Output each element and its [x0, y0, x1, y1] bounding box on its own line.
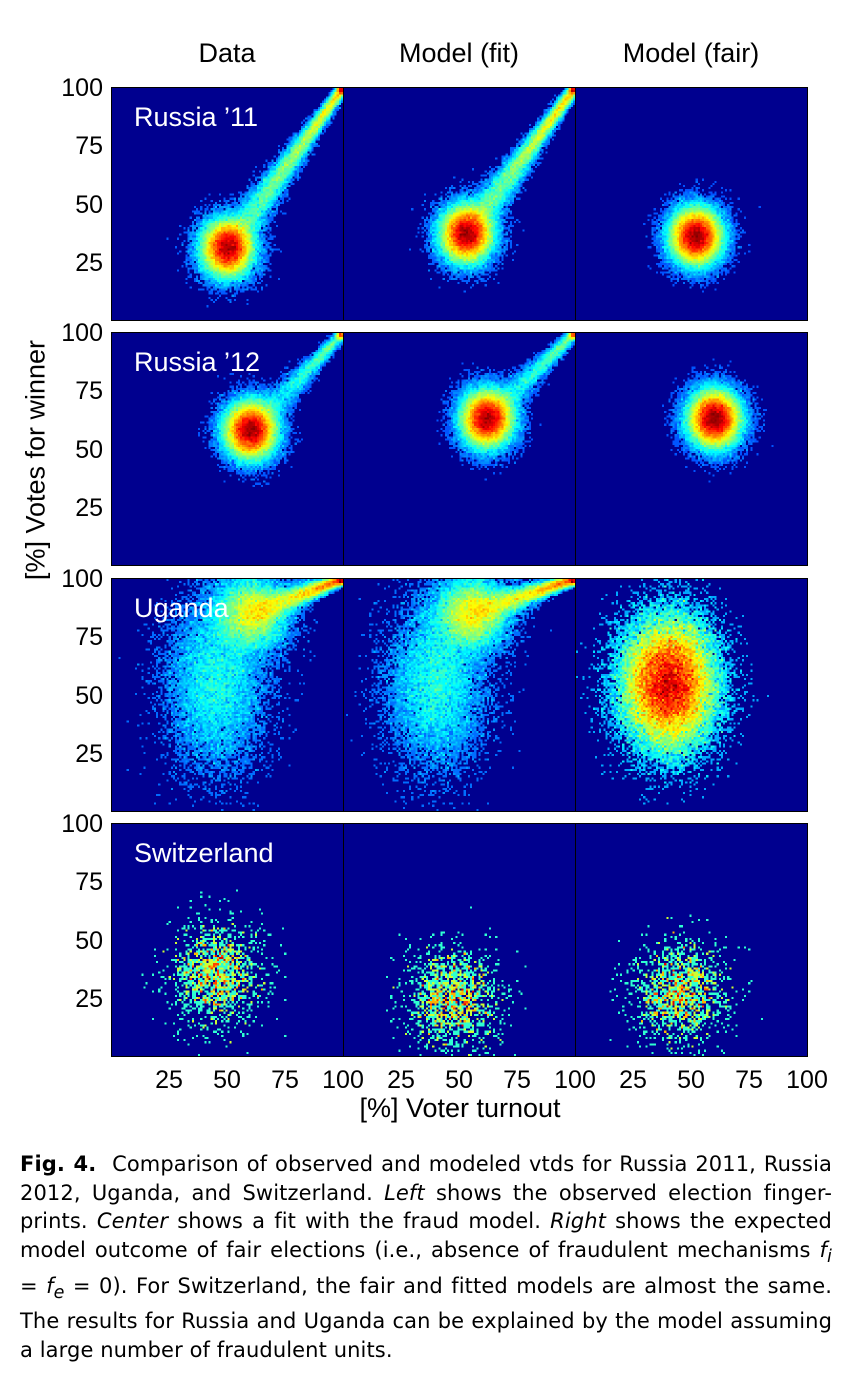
heatmap-panel: [343, 87, 576, 321]
country-label: Russia ’11: [134, 102, 259, 132]
y-tick-label: 75: [75, 623, 103, 652]
caption-eq: =: [20, 1273, 47, 1298]
y-tick-label: 50: [75, 681, 103, 710]
caption-text-5: = 0). For Switzerland, the fair and fitt…: [20, 1273, 832, 1362]
caption-fe: f: [46, 1273, 54, 1298]
column-title-1: Data: [198, 38, 256, 68]
figure: Data Model (fit) Model (fair) 100 75 50 25 100…: [20, 38, 828, 1123]
heatmap-panel: [575, 332, 808, 566]
x-tick-label: 75: [503, 1066, 531, 1094]
y-tick-label: 100: [61, 74, 103, 102]
y-tick-label: 50: [75, 926, 103, 955]
country-label: Uganda: [134, 593, 229, 623]
heatmap-density-mark: [112, 333, 343, 565]
caption-fi-sub: i: [827, 1246, 832, 1267]
heatmap-density-mark: [344, 579, 575, 811]
column-title-2: Model (fit): [398, 38, 520, 68]
x-tick-label: 100: [322, 1066, 364, 1094]
caption-fe-sub: e: [53, 1282, 65, 1303]
heatmap-panel: Switzerland: [111, 823, 344, 1057]
heatmap-panel: [343, 332, 576, 566]
x-tick-label: 50: [677, 1066, 705, 1094]
heatmap-panel: [575, 823, 808, 1057]
caption-label: Fig. 4.: [20, 1152, 97, 1176]
y-tick-label: 25: [75, 739, 103, 768]
heatmap-panel: [575, 578, 808, 812]
caption-right: Right: [550, 1209, 606, 1234]
heatmap-panel: [343, 578, 576, 812]
heatmap-density-mark: [576, 579, 807, 811]
country-label: Switzerland: [134, 838, 274, 868]
heatmap-density-mark: [344, 824, 575, 1056]
y-tick-label: 50: [75, 435, 103, 464]
heatmap-density-mark: [344, 88, 575, 320]
heatmap-panel: Russia ’12: [111, 332, 344, 566]
y-tick-label: 75: [75, 132, 103, 161]
heatmap-panel: [343, 823, 576, 1057]
heatmap-density-mark: [576, 824, 807, 1056]
heatmap-panel: Uganda: [111, 578, 344, 812]
heatmap-density-mark: [112, 88, 343, 320]
country-label: Russia ’12: [134, 347, 261, 377]
y-tick-label: 25: [75, 984, 103, 1013]
column-title-3: Model (fair): [622, 38, 760, 68]
caption-text-4: shows the expected model outcome of fair…: [20, 1209, 832, 1262]
y-tick-label: 100: [61, 319, 103, 347]
heatmap-panel: [575, 87, 808, 321]
x-tick-label: 100: [554, 1066, 596, 1094]
y-tick-label: 100: [61, 810, 103, 838]
x-tick-label: 25: [387, 1066, 415, 1094]
heatmap-density-mark: [576, 333, 807, 565]
y-tick-label: 25: [75, 248, 103, 277]
x-tick-label: 75: [735, 1066, 763, 1094]
caption-left: Left: [384, 1180, 425, 1205]
caption-text-1: Comparison of observed and modeled vtds …: [20, 1152, 832, 1205]
caption-text-2: shows the observed election finger-print…: [20, 1180, 832, 1234]
heatmap-density-mark: [576, 88, 807, 320]
heatmap-density-mark: [112, 579, 343, 811]
y-tick-label: 75: [75, 868, 103, 897]
y-axis-label: [%] Votes for winner: [20, 339, 51, 581]
x-tick-label: 100: [786, 1066, 828, 1094]
y-tick-label: 100: [61, 565, 103, 593]
heatmap-density-mark: [344, 333, 575, 565]
heatmap-density-mark: [112, 824, 343, 1056]
caption-center: Center: [96, 1209, 169, 1234]
figure-caption: Fig. 4. Comparison of observed and model…: [20, 1150, 832, 1365]
caption-fi: f: [819, 1237, 828, 1262]
caption-text-3: shows a fit with the fraud model.: [168, 1209, 551, 1234]
x-tick-label: 25: [619, 1066, 647, 1094]
heatmap-panel: Russia ’11: [111, 87, 344, 321]
y-tick-label: 50: [75, 190, 103, 219]
x-axis-label: [%] Voter turnout: [359, 1093, 561, 1123]
y-tick-label: 75: [75, 377, 103, 406]
x-tick-label: 75: [271, 1066, 299, 1094]
x-tick-label: 25: [155, 1066, 183, 1094]
x-tick-label: 50: [445, 1066, 473, 1094]
y-tick-label: 25: [75, 493, 103, 522]
x-tick-label: 50: [213, 1066, 241, 1094]
